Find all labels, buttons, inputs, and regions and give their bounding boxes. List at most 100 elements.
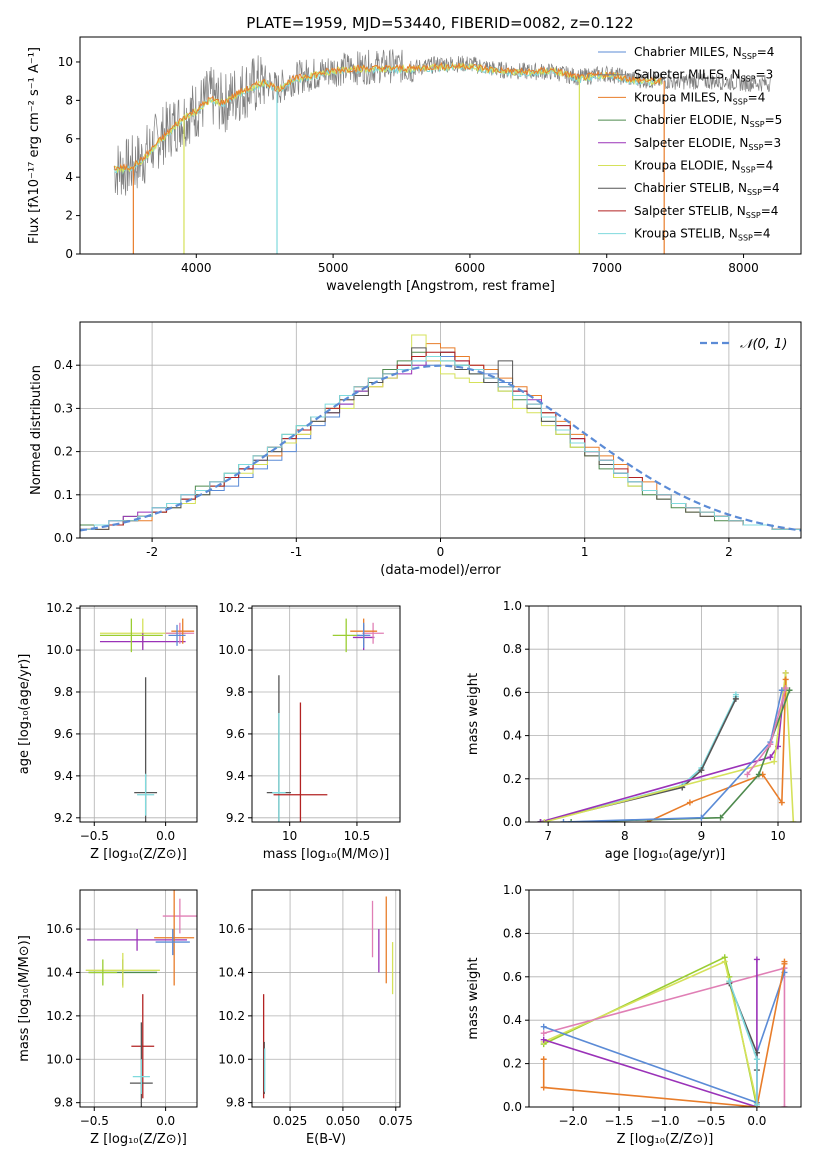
errorbar-point — [137, 773, 155, 816]
errorbar-point — [272, 712, 286, 822]
y-tick-label: 0.4 — [503, 1013, 522, 1027]
errorbar-point — [88, 959, 118, 986]
y-tick-label: 10.2 — [46, 1009, 73, 1023]
legend-label: Salpeter STELIB, NSSP=4 — [634, 204, 778, 220]
y-tick-label: 10.4 — [218, 965, 245, 979]
mass-weight-marker — [782, 685, 789, 692]
x-tick-label: −1.0 — [650, 1114, 679, 1128]
errorbar-point — [87, 929, 188, 951]
x-axis-label: wavelength [Angstrom, rest frame] — [326, 279, 555, 294]
axes-frame — [528, 605, 802, 823]
mass-weight-marker — [755, 771, 762, 778]
y-tick-label: 0.3 — [54, 401, 73, 415]
x-axis-label: E(B-V) — [306, 1132, 346, 1147]
plot-area — [252, 606, 400, 822]
mass-weight-marker — [744, 771, 751, 778]
y-tick-label: 10.6 — [218, 922, 245, 936]
y-tick-label: 8 — [65, 93, 73, 107]
mass-weight-series — [563, 690, 783, 822]
mass-weight-marker — [782, 676, 789, 683]
mass-weight-marker — [540, 1023, 547, 1030]
figure-title: PLATE=1959, MJD=53440, FIBERID=0082, z=0… — [246, 14, 633, 32]
legend-count: =3 — [763, 136, 781, 150]
x-tick-label: −0.5 — [80, 1114, 109, 1128]
errorbar-point — [162, 898, 197, 934]
panel-mass_weight_vs_age: 7 8 9 10 0.0 0.2 0.4 0.6 0.8 1.0 age [log₁₀(age/yr… — [466, 599, 802, 862]
legend-label: Salpeter ELODIE, NSSP=3 — [634, 136, 781, 152]
y-tick-label: 9.4 — [226, 769, 245, 783]
legend-subscript: SSP — [738, 234, 753, 243]
legend-count: =3 — [756, 68, 774, 82]
x-tick-label: 1 — [581, 545, 589, 559]
y-tick-label: 10.0 — [46, 1052, 73, 1066]
x-tick-label: 7 — [544, 829, 552, 843]
y-tick-label: 10.6 — [46, 922, 73, 936]
x-tick-label: 0.0 — [747, 1114, 766, 1128]
y-tick-label: 0.2 — [503, 772, 522, 786]
mass-weight-marker — [732, 695, 739, 702]
errorbar-point — [155, 929, 190, 956]
errorbar-point — [168, 624, 186, 646]
mass-weight-marker — [753, 956, 760, 963]
y-axis-label: mass [log₁₀(M/M⊙)] — [17, 935, 32, 1062]
mass-weight-marker — [782, 669, 789, 676]
panel-spectrum: 4000 5000 6000 7000 8000 0 2 4 6 8 10 wavelength [A… — [27, 36, 802, 294]
legend-count: =5 — [765, 113, 783, 127]
mass-weight-marker — [778, 687, 785, 694]
axes-frame — [79, 605, 198, 823]
axes-frame — [79, 36, 802, 255]
legend-count: =4 — [762, 181, 780, 195]
x-axis-label: Z [log₁₀(Z/Z⊙)] — [617, 1132, 714, 1147]
mass-weight-marker — [767, 741, 774, 748]
y-tick-label: 6 — [65, 132, 73, 146]
y-tick-label: 9.2 — [54, 811, 73, 825]
x-tick-label: −0.5 — [80, 829, 109, 843]
legend-subscript: SSP — [742, 52, 757, 61]
x-axis-label: age [log₁₀(age/yr)] — [605, 847, 726, 862]
errorbar-point — [332, 618, 360, 653]
y-axis-label: age [log₁₀(age/yr)] — [17, 654, 32, 775]
legend-subscript: SSP — [733, 97, 748, 106]
legend-label: Kroupa MILES, NSSP=4 — [634, 90, 765, 106]
x-tick-label: 5000 — [318, 261, 349, 275]
y-tick-label: 0.4 — [54, 358, 73, 372]
legend: 𝒩(0, 1) — [700, 337, 787, 352]
mass-weight-marker — [753, 1056, 760, 1063]
axes-frame — [251, 605, 401, 823]
x-axis-label: Z [log₁₀(Z/Z⊙)] — [90, 1132, 187, 1147]
legend-label: Kroupa STELIB, NSSP=4 — [634, 227, 771, 243]
mass-weight-marker — [778, 799, 785, 806]
plot-area — [529, 890, 801, 1107]
y-tick-label: 10.0 — [218, 643, 245, 657]
y-tick-label: 10.2 — [46, 601, 73, 615]
x-tick-label: -1 — [290, 545, 302, 559]
legend-label: Chabrier STELIB, NSSP=4 — [634, 181, 780, 197]
y-axis-label: Flux [fλ10⁻¹⁷ erg cm⁻² s⁻¹ A⁻¹] — [27, 47, 42, 244]
y-tick-label: 0.2 — [503, 1057, 522, 1071]
x-tick-label: 9 — [698, 829, 706, 843]
legend-subscript: SSP — [747, 188, 762, 197]
axes-frame — [251, 889, 401, 1108]
gaussian-curve — [80, 364, 801, 532]
y-tick-label: 9.2 — [226, 811, 245, 825]
x-tick-label: 4000 — [181, 261, 212, 275]
y-tick-label: 0.0 — [503, 1100, 522, 1114]
panel-mass_vs_ebv: 0.025 0.050 0.075 9.8 10.0 10.2 10.4 10.6 E(B-V) — [218, 889, 413, 1147]
legend-subscript: SSP — [741, 75, 756, 84]
x-axis-label: Z [log₁₀(Z/Z⊙)] — [90, 847, 187, 862]
model-spectrum-line — [113, 61, 662, 171]
legend-subscript: SSP — [741, 166, 756, 175]
panel-mass_weight_vs_Z: −2.0 −1.5 −1.0 −0.5 0.0 0.0 0.2 0.4 0.6 0.8 1.0 Z [… — [466, 883, 802, 1147]
errorbar-point — [154, 890, 195, 986]
mass-weight-marker — [721, 958, 728, 965]
y-tick-label: 0.1 — [54, 488, 73, 502]
x-tick-label: 0.075 — [379, 1114, 413, 1128]
y-tick-label: 2 — [65, 209, 73, 223]
x-tick-label: 6000 — [455, 261, 486, 275]
legend-label: Salpeter MILES, NSSP=3 — [634, 68, 773, 84]
x-tick-label: 2 — [725, 545, 733, 559]
mass-weight-series — [543, 959, 758, 1107]
y-tick-label: 0.0 — [503, 815, 522, 829]
data-spectrum-line — [113, 49, 772, 196]
